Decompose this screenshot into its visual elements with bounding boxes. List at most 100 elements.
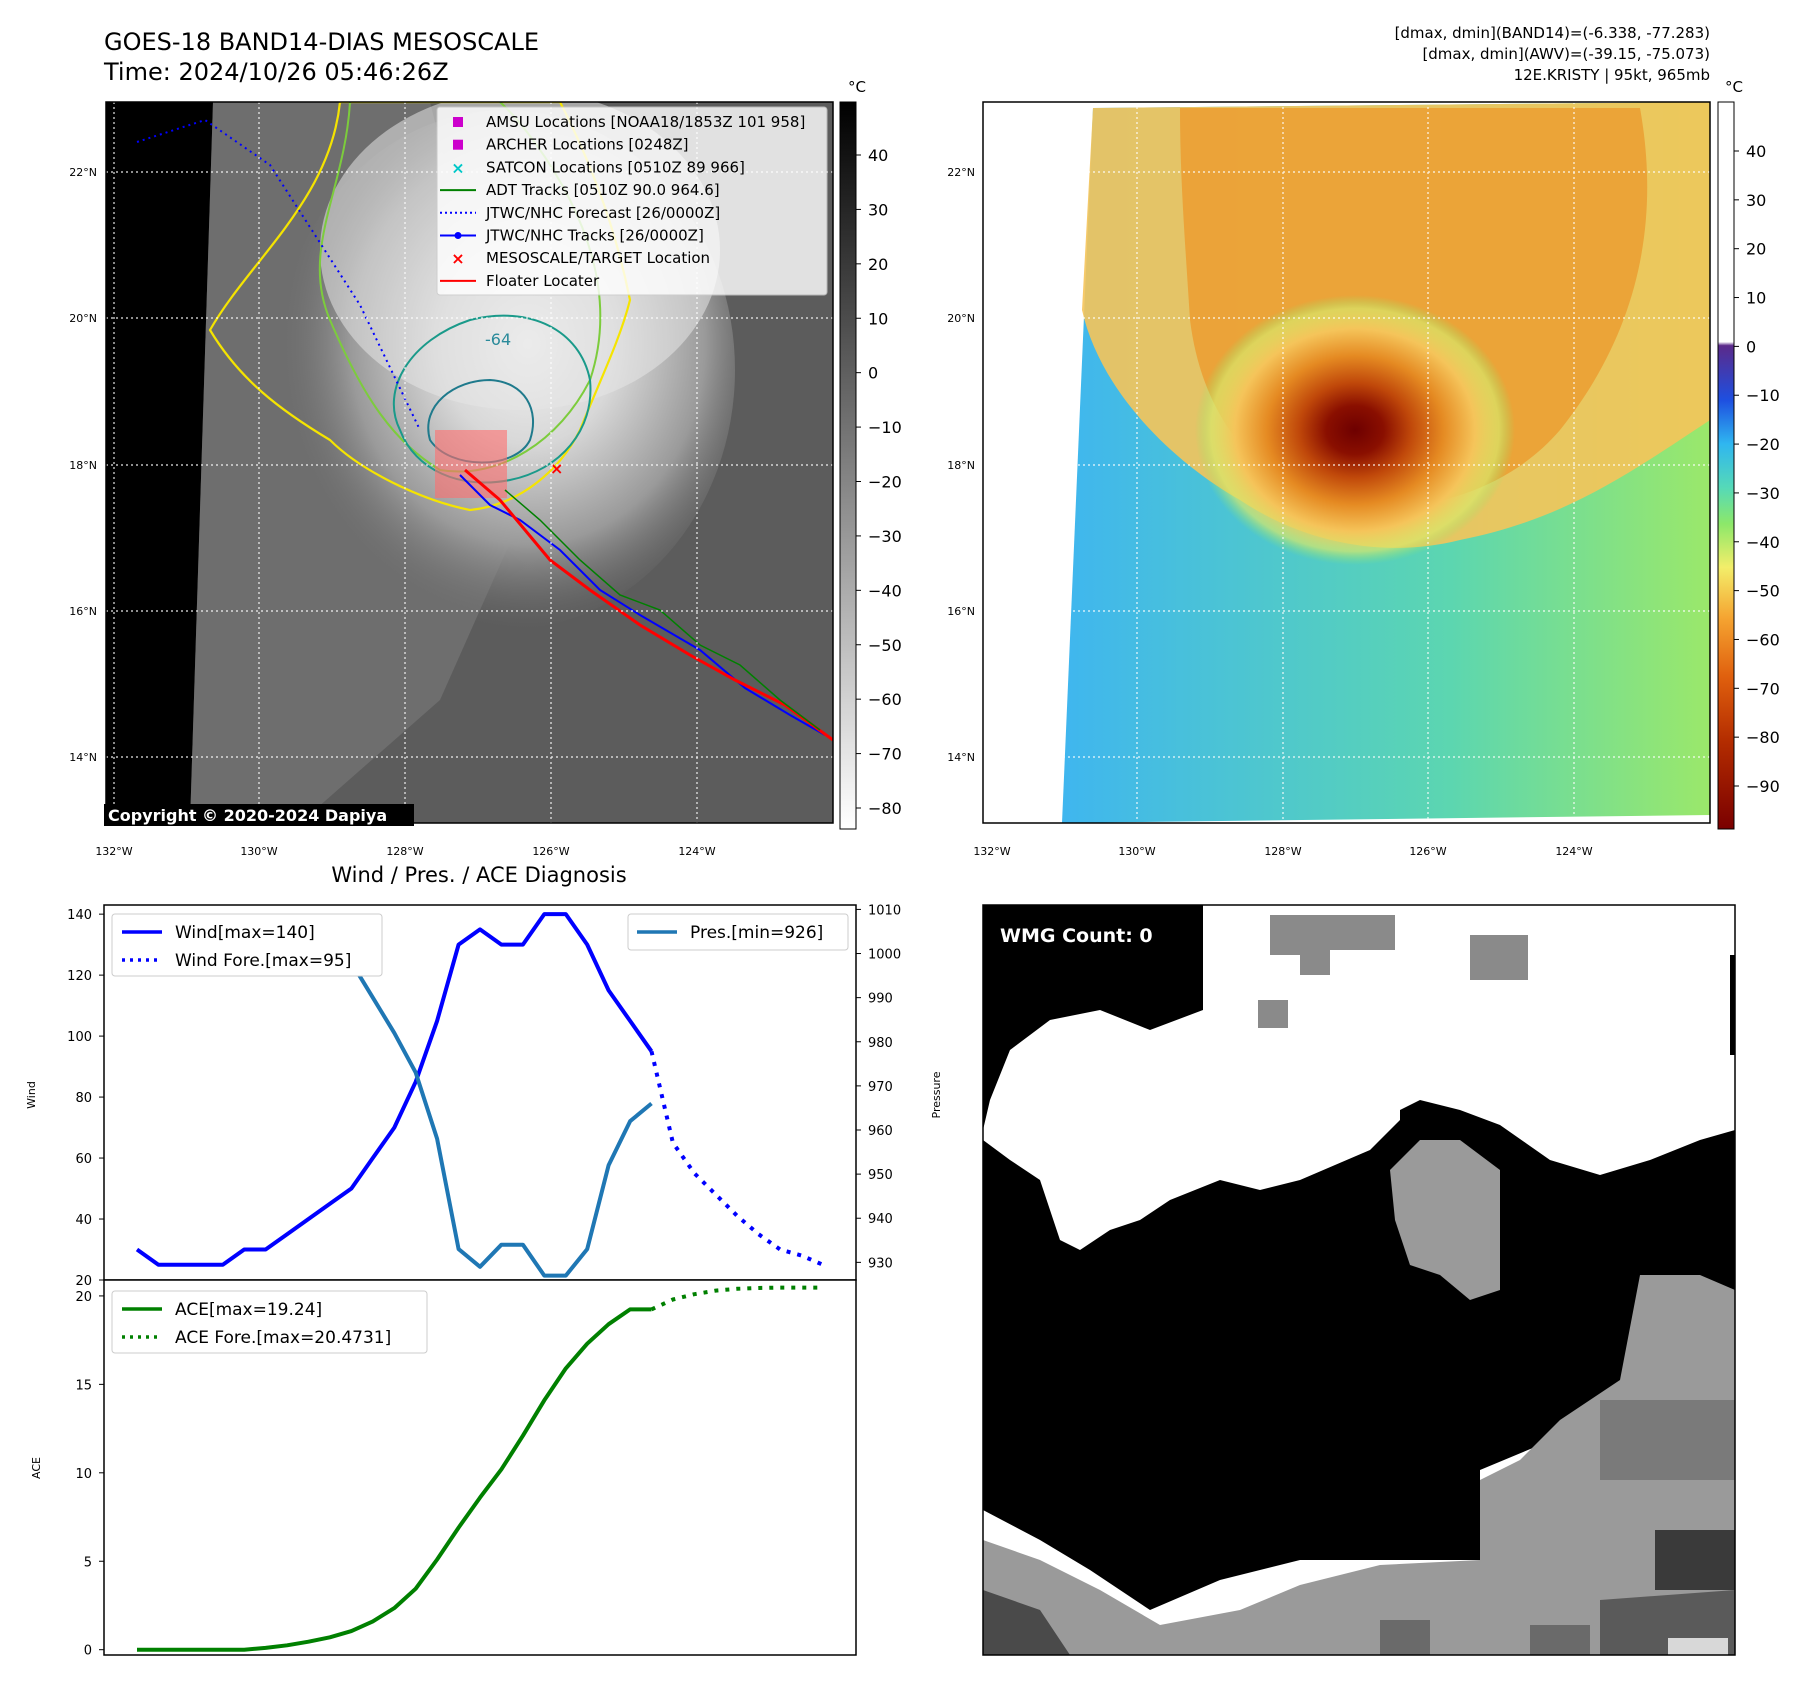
colorbar-tick-label: −60: [1746, 630, 1780, 649]
y2tick-label: 950: [868, 1168, 893, 1183]
ytick-label: 20: [75, 1290, 92, 1305]
figure-time: Time: 2024/10/26 05:46:26Z: [103, 58, 449, 86]
colorbar-tick-label: −30: [1746, 484, 1780, 503]
colorbar-tick-label: 20: [868, 255, 888, 274]
ytick-label: 40: [75, 1213, 92, 1228]
colorbar-tick-label: −50: [868, 636, 902, 655]
copyright: Copyright © 2020-2024 Dapiya: [108, 806, 387, 825]
lat-label: 18°N: [69, 459, 97, 472]
legend-wind: Wind[max=140]: [175, 923, 315, 943]
lon-label: 128°W: [386, 845, 423, 858]
y2tick-label: 990: [868, 992, 893, 1007]
colorbar-tick-label: 30: [1746, 191, 1766, 210]
y2tick-label: 970: [868, 1080, 893, 1095]
lon-label: 128°W: [1264, 845, 1301, 858]
jtwc-forecast-track: [136, 118, 421, 431]
series-ace-fore-line: [650, 1285, 823, 1312]
lat-label: 16°N: [947, 605, 975, 618]
lat-label: 22°N: [947, 166, 975, 179]
lon-label: 132°W: [973, 845, 1010, 858]
wind-legend: Wind[max=140] Wind Fore.[max=95]: [111, 913, 383, 977]
colorbar-tick-label: −50: [1746, 582, 1780, 601]
ace-ylabel: ACE: [30, 1457, 43, 1479]
colorbar-tick-label: 30: [868, 200, 888, 219]
lat-label: 22°N: [69, 166, 97, 179]
map-axis-labels: 22°N 22°N 20°N 20°N 18°N 18°N 16°N 16°N 14°N 14°N…: [69, 166, 1593, 858]
wmg-panel: WMG Count: 0: [982, 904, 1736, 1656]
ytick-label: 20: [75, 1274, 92, 1289]
y2tick-label: 930: [868, 1256, 893, 1271]
lon-label: 126°W: [1409, 845, 1446, 858]
wmg-badge: [992, 918, 1178, 952]
wind-ylabel: Wind: [25, 1081, 38, 1109]
colorbar-tick-label: 10: [1746, 289, 1766, 308]
legend-label: MESOSCALE/TARGET Location: [486, 249, 710, 267]
wmg-count: WMG Count: 0: [1000, 925, 1153, 947]
left-map-frame: [105, 101, 834, 824]
stats-storm: 12E.KRISTY | 95kt, 965mb: [1514, 66, 1710, 84]
colorbar-tick-label: −40: [1746, 533, 1780, 552]
legend-pressure: Pres.[min=926]: [690, 923, 823, 943]
ytick-label: 10: [75, 1467, 92, 1482]
colorbar-tick-label: 0: [1746, 337, 1756, 356]
legend-swatch: [453, 139, 463, 150]
right-colorbar: [1717, 101, 1735, 830]
legend-ace-forecast: ACE Fore.[max=20.4731]: [175, 1328, 391, 1348]
lat-label: 14°N: [947, 751, 975, 764]
jtwc-track: [459, 474, 826, 736]
legend-swatch: ×: [451, 249, 464, 268]
ytick-label: 60: [75, 1152, 92, 1167]
lat-label: 20°N: [69, 312, 97, 325]
legend-label: Floater Locater: [486, 272, 600, 290]
lat-label: 14°N: [69, 751, 97, 764]
lon-label: 130°W: [1118, 845, 1155, 858]
colorbar-tick-label: −70: [868, 745, 902, 764]
y2tick-label: 980: [868, 1036, 893, 1051]
colorbar-tick-label: 40: [1746, 142, 1766, 161]
mesoscale-box: [435, 430, 507, 498]
legend-label: ADT Tracks [0510Z 90.0 964.6]: [486, 181, 720, 199]
colorbar-tick-label: 40: [868, 146, 888, 165]
wind-chart: 140 120 100 80 60 40 20 1010 1000 990 980 970 960 950…: [67, 903, 901, 1289]
y2tick-label: 960: [868, 1124, 893, 1139]
lon-label: 132°W: [95, 845, 132, 858]
ytick-label: 0: [84, 1644, 92, 1659]
colorbar-tick-label: −90: [1746, 777, 1780, 796]
y2tick-label: 1000: [868, 948, 901, 963]
colorbar-tick-label: 20: [1746, 240, 1766, 259]
left-colorbar-ticks: 40 30 20 10 0 −10 −20 −30 −40 −50 −60 −70 −80: [856, 146, 902, 818]
ytick-label: 80: [75, 1091, 92, 1106]
legend-swatch: ×: [451, 158, 464, 177]
y2tick-label: 940: [868, 1212, 893, 1227]
stats-band14: [dmax, dmin](BAND14)=(-6.338, -77.283): [1395, 24, 1710, 42]
left-colorbar: [839, 101, 857, 830]
lon-label: 126°W: [532, 845, 569, 858]
legend-swatch: [453, 117, 463, 127]
colorbar-tick-label: −10: [868, 418, 902, 437]
legend-label: SATCON Locations [0510Z 89 966]: [486, 158, 745, 176]
ytick-label: 140: [67, 908, 92, 923]
diagnosis-title: Wind / Pres. / ACE Diagnosis: [331, 863, 626, 887]
lon-label: 130°W: [240, 845, 277, 858]
lon-label: 124°W: [678, 845, 715, 858]
right-gridlines: [983, 102, 1710, 823]
legend-label: AMSU Locations [NOAA18/1853Z 101 958]: [486, 113, 805, 131]
legend-swatch-dot: [454, 232, 462, 239]
ytick-label: 5: [84, 1555, 92, 1570]
series-aceline: [137, 1307, 652, 1652]
legend-label: JTWC/NHC Tracks [26/0000Z]: [485, 227, 704, 245]
lat-label: 16°N: [69, 605, 97, 618]
colorbar-tick-label: −30: [868, 527, 902, 546]
right-colorbar-unit: °C: [1725, 78, 1743, 96]
right-map-panel: [983, 102, 1710, 823]
target-marker: ×: [550, 459, 563, 478]
colorbar-tick-label: 0: [868, 364, 878, 383]
contour-label: -64: [485, 330, 511, 349]
stats-awv: [dmax, dmin](AWV)=(-39.15, -75.073): [1422, 45, 1710, 63]
ace-legend: ACE[max=19.24] ACE Fore.[max=20.4731]: [111, 1290, 428, 1354]
series-windline: [135, 912, 654, 1267]
ace-chart: 20 15 10 5 0: [75, 1285, 823, 1659]
colorbar-tick-label: −20: [1746, 435, 1780, 454]
pressure-ylabel: Pressure: [930, 1071, 943, 1118]
